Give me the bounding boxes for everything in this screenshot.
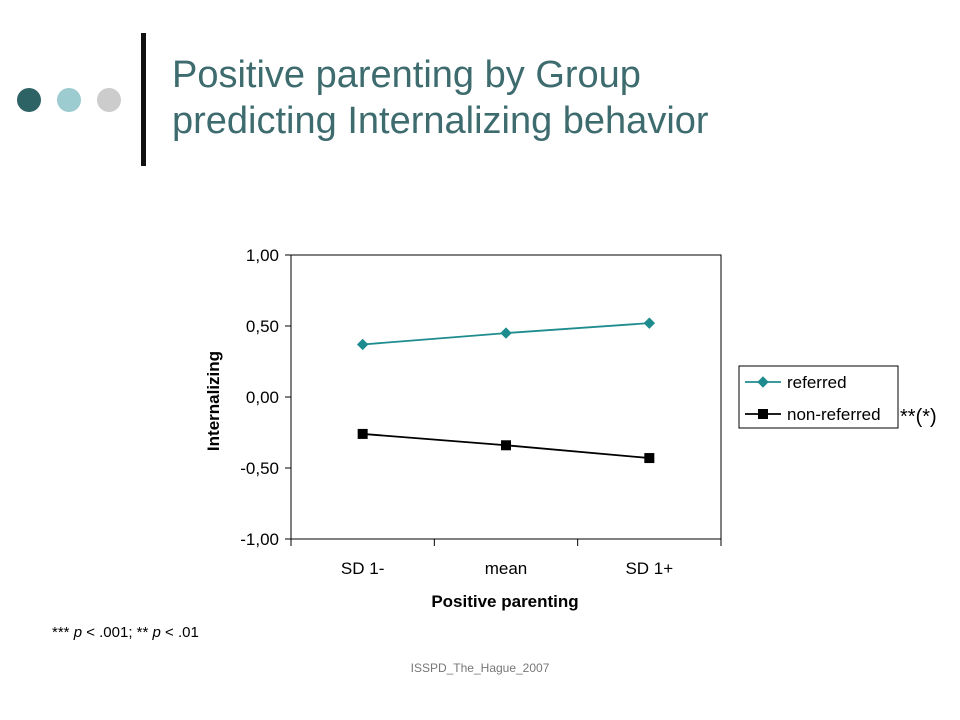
title-divider <box>141 33 146 166</box>
slide-title-line2: predicting Internalizing behavior <box>172 100 709 142</box>
x-axis-title: Positive parenting <box>431 592 578 611</box>
legend-label-referred: referred <box>787 373 847 392</box>
footnote-p2: p <box>152 624 161 641</box>
data-point-non-referred <box>501 440 511 451</box>
footnote-part3: < .01 <box>160 624 199 641</box>
legend-marker-referred <box>757 376 769 388</box>
data-point-non-referred <box>357 428 368 439</box>
significance-marker: **(*) <box>900 406 937 428</box>
slide-title-line1: Positive parenting by Group <box>172 54 641 96</box>
legend-marker-non-referred <box>758 409 768 419</box>
legend: referred non-referred <box>738 365 899 429</box>
legend-label-non-referred: non-referred <box>787 405 881 424</box>
y-tick-label: 0,50 <box>246 317 279 336</box>
data-point-referred <box>643 317 656 329</box>
footnote-p1: p <box>73 624 83 641</box>
footnote: *** p < .001; ** p < .01 <box>52 624 199 641</box>
decor-dot-gray <box>97 88 121 112</box>
y-tick-label: -1,00 <box>240 530 279 549</box>
y-tick-label: 0,00 <box>246 388 279 407</box>
slide-title: Positive parenting by Group predicting I… <box>172 52 932 144</box>
decor-dot-light <box>57 88 81 112</box>
data-point-referred <box>356 338 369 351</box>
y-tick-label: -0,50 <box>240 459 279 478</box>
data-point-referred <box>500 327 512 339</box>
slide-footer: ISSPD_The_Hague_2007 <box>410 661 550 675</box>
x-tick-label: SD 1+ <box>625 559 673 578</box>
data-point-non-referred <box>644 453 655 464</box>
decor-dot-dark <box>17 88 41 112</box>
x-tick-label: mean <box>485 559 528 578</box>
x-tick-label: SD 1- <box>341 559 384 578</box>
y-axis-title: Internalizing <box>204 351 223 451</box>
footnote-part1: *** <box>52 624 74 641</box>
plot-area-border <box>290 254 722 540</box>
footnote-part2: < .001; ** <box>82 624 153 641</box>
y-tick-label: 1,00 <box>246 246 279 265</box>
